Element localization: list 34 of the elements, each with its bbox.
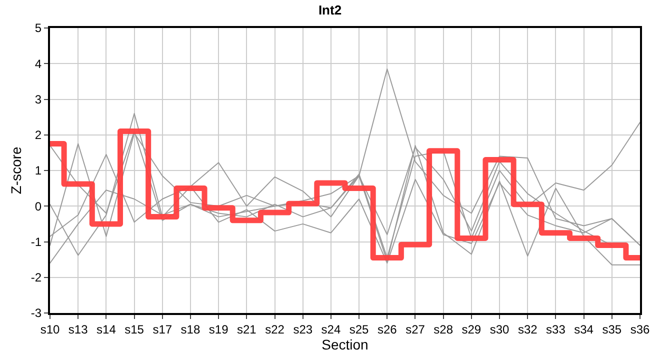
x-tick-label: s26 [377,322,398,336]
y-tick-label: 1 [34,164,42,178]
y-tick-label: 5 [34,21,42,36]
y-tick-label: 4 [34,56,42,71]
x-tick-label: s30 [490,322,510,336]
x-tick-label: s13 [68,322,88,336]
y-tick-label: 0 [34,199,42,214]
x-tick-label: s35 [602,322,622,336]
x-tick-label: s19 [208,322,229,336]
y-axis-title: Z-score [8,146,24,194]
x-tick-label: s29 [462,322,482,336]
x-tick-label: s25 [349,322,370,336]
x-tick-label: s15 [124,322,144,336]
y-tick-label: -1 [30,234,42,249]
chart-title: Int2 [318,2,342,18]
x-tick-label: s10 [40,322,60,336]
x-tick-label: s21 [236,322,257,336]
x-tick-label: s14 [96,322,116,336]
x-tick-label: s18 [180,322,200,336]
y-tick-label: -3 [30,306,42,320]
y-tick-label: 2 [34,128,42,142]
x-tick-label: s17 [152,322,172,336]
x-tick-label: s27 [406,322,426,336]
x-tick-label: s24 [321,322,341,336]
y-tick-label: -2 [30,270,42,285]
x-tick-label: s28 [434,322,454,336]
x-tick-label: s22 [265,322,285,336]
x-tick-label: s32 [518,322,538,336]
x-tick-label: s23 [293,322,313,336]
x-tick-label: s34 [574,322,594,336]
x-tick-label: s36 [630,322,650,336]
y-tick-label: 3 [34,92,42,106]
x-axis-title: Section [322,336,368,352]
x-tick-label: s33 [546,322,566,336]
